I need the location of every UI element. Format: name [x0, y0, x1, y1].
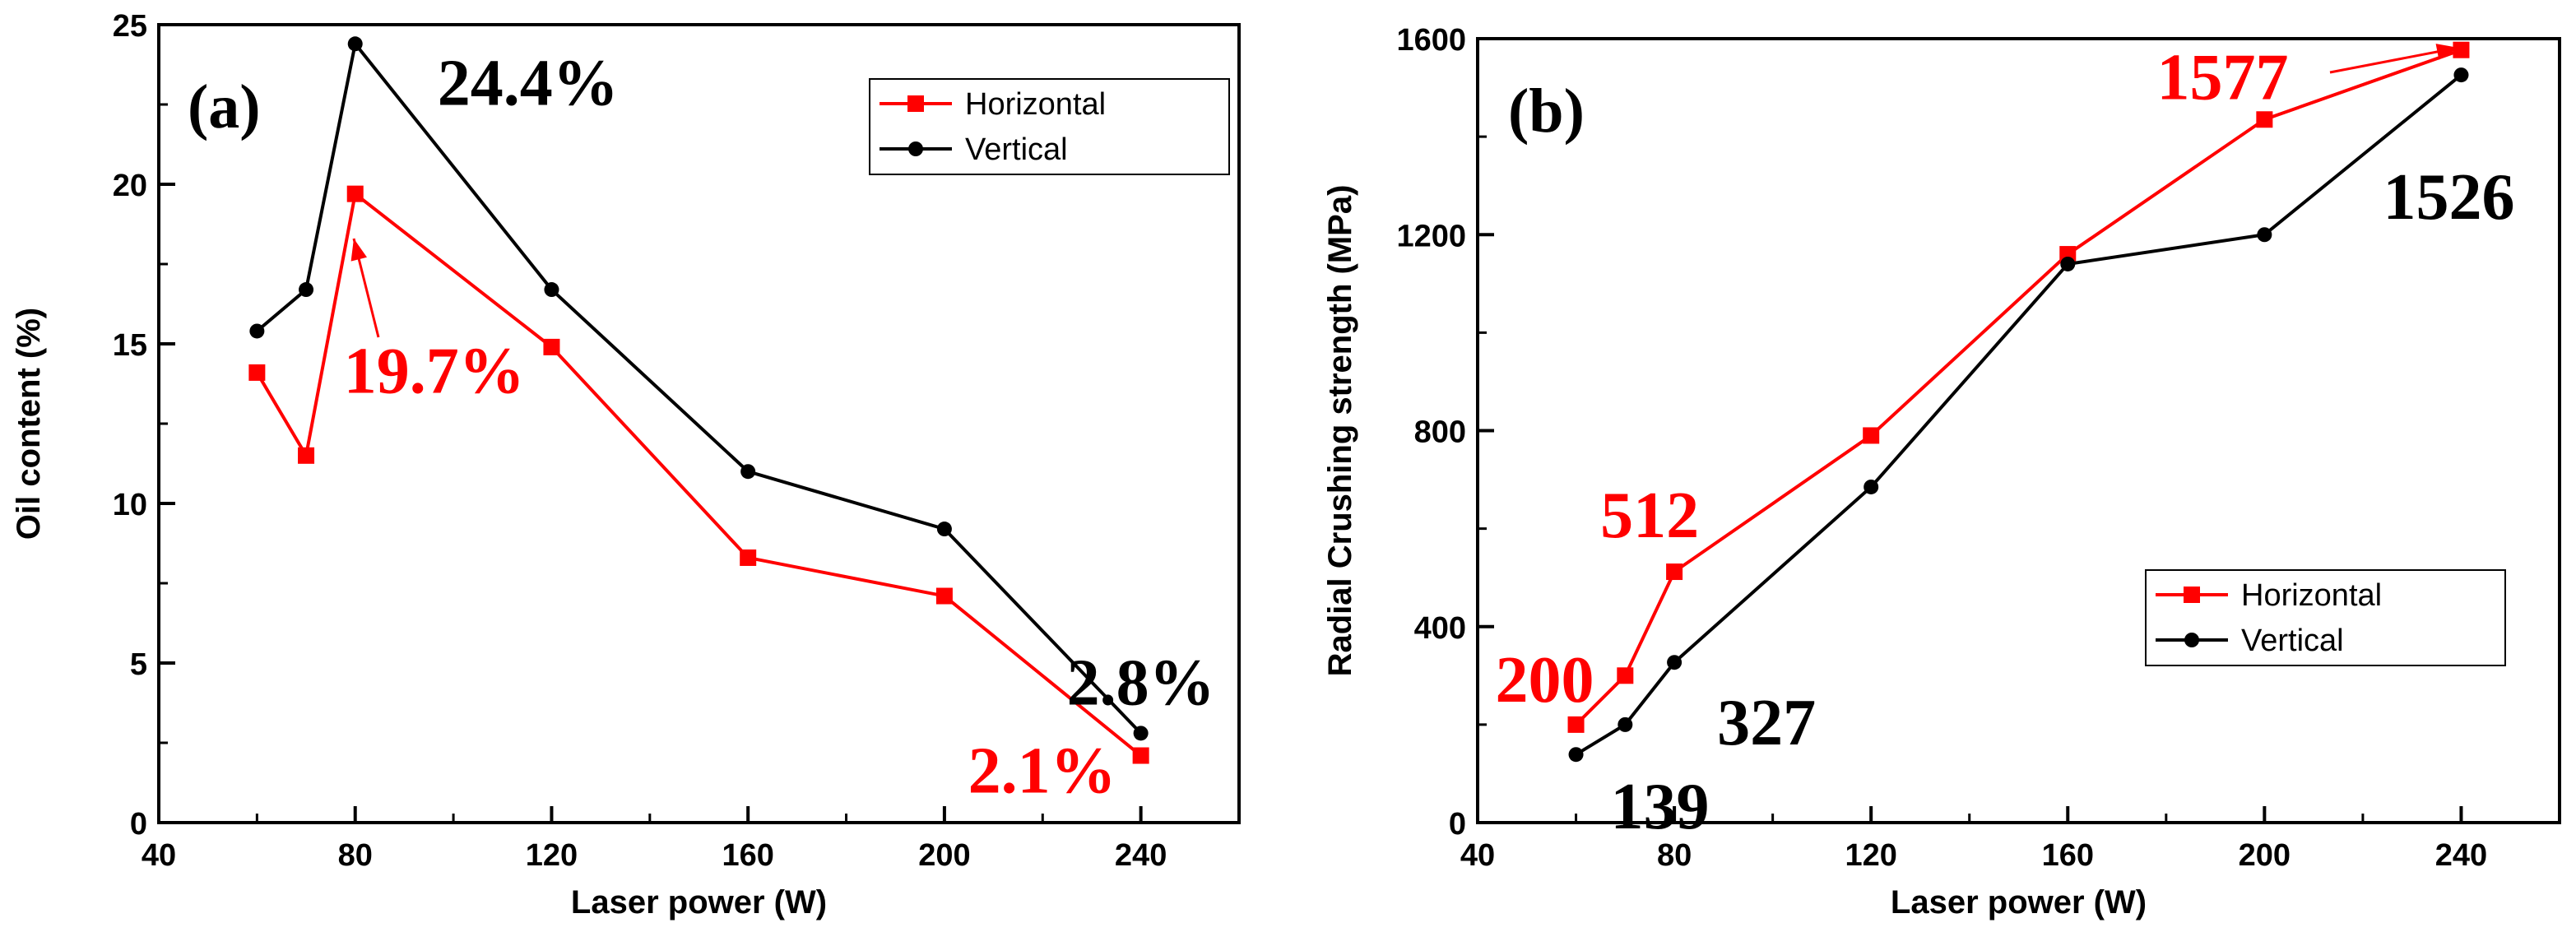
panel-label: (a) [188, 72, 261, 141]
data-point-vertical [249, 323, 265, 339]
x-tick-label: 80 [1657, 838, 1692, 873]
data-point-vertical [1667, 655, 1683, 670]
x-axis-title: Laser power (W) [571, 884, 827, 920]
data-label-annotation: 512 [1600, 480, 1699, 552]
y-tick-label: 10 [113, 488, 147, 522]
data-point-horizontal [346, 185, 364, 202]
legend-box [2145, 569, 2506, 666]
data-label-annotation: 327 [1717, 687, 1816, 759]
data-point-horizontal [740, 549, 757, 566]
legend-marker [907, 95, 924, 112]
data-point-vertical [2060, 256, 2076, 271]
legend-marker [2184, 633, 2199, 647]
annotation-arrow-shaft [2329, 46, 2459, 74]
data-point-vertical [936, 522, 952, 537]
legend-box [869, 78, 1230, 175]
y-tick-label: 1600 [1396, 23, 1466, 58]
data-label-annotation: 200 [1496, 644, 1594, 716]
data-point-horizontal [2453, 41, 2470, 58]
data-point-vertical [1568, 747, 1584, 763]
data-label-annotation: 2.8% [1067, 647, 1215, 719]
data-label-annotation: 1577 [2156, 42, 2288, 114]
data-point-vertical [1133, 726, 1149, 741]
data-label-annotation: 19.7% [344, 336, 525, 408]
y-tick-label: 25 [113, 9, 147, 44]
panel-b-crushing-strength: 40 80 120 160 200 240 0 400 800 1200 1600 Laser pow… [1322, 23, 2561, 920]
x-tick-label: 80 [338, 838, 373, 873]
y-tick-label: 20 [113, 169, 147, 203]
y-tick-label: 5 [130, 647, 147, 682]
legend-marker [2184, 587, 2200, 603]
data-point-horizontal [2256, 111, 2273, 128]
data-point-horizontal [1132, 747, 1149, 764]
y-axis-title: Radial Crushing strength (MPa) [1322, 185, 1358, 677]
data-point-vertical [299, 282, 314, 298]
x-tick-label: 160 [722, 838, 773, 873]
panel-label: (b) [1508, 77, 1585, 146]
data-label-annotation: 2.1% [968, 735, 1116, 808]
data-point-vertical [2257, 227, 2272, 243]
y-tick-label: 1200 [1396, 219, 1466, 253]
y-tick-label: 0 [1449, 807, 1466, 842]
y-tick-label: 800 [1414, 415, 1466, 450]
x-tick-label: 240 [2435, 838, 2487, 873]
x-tick-label: 200 [2239, 838, 2291, 873]
x-tick-label: 120 [526, 838, 578, 873]
annotation-arrow-head [2435, 44, 2458, 60]
y-tick-label: 15 [113, 328, 147, 363]
data-point-horizontal [543, 338, 560, 355]
data-label-annotation: 1526 [2383, 161, 2514, 234]
x-tick-label: 40 [1460, 838, 1495, 873]
data-point-horizontal [1617, 667, 1634, 684]
data-point-vertical [1618, 716, 1633, 732]
legend-entry-horizontal: Horizontal [2241, 578, 2382, 613]
data-point-vertical [740, 464, 756, 480]
x-tick-label: 240 [1115, 838, 1167, 873]
data-point-vertical [1864, 479, 1879, 494]
legend-entry-horizontal: Horizontal [965, 87, 1106, 122]
legend-marker [908, 141, 923, 156]
data-label-annotation: 24.4% [438, 47, 619, 119]
data-point-horizontal [248, 364, 266, 381]
y-tick-label: 400 [1414, 611, 1466, 646]
data-point-horizontal [298, 447, 315, 464]
legend-entry-vertical: Vertical [965, 132, 1068, 167]
x-tick-label: 200 [918, 838, 970, 873]
y-tick-label: 0 [130, 807, 147, 842]
data-point-vertical [544, 282, 559, 298]
panel-a-oil-content: 40 80 120 160 200 240 0 5 10 15 20 25 Laser power (W… [11, 9, 1241, 920]
legend-entry-vertical: Vertical [2241, 624, 2344, 658]
data-point-horizontal [1567, 716, 1585, 733]
data-point-horizontal [1863, 427, 1880, 444]
y-axis-title: Oil content (%) [11, 308, 47, 540]
annotation-arrow-head [350, 239, 368, 262]
data-point-horizontal [935, 587, 953, 605]
x-axis-title: Laser power (W) [1891, 884, 2147, 920]
data-point-vertical [2453, 67, 2469, 83]
data-point-vertical [347, 36, 363, 52]
data-label-annotation: 139 [1611, 771, 1710, 843]
x-tick-label: 120 [1845, 838, 1896, 873]
data-point-horizontal [1666, 563, 1683, 581]
x-tick-label: 160 [2042, 838, 2094, 873]
x-tick-label: 40 [142, 838, 176, 873]
